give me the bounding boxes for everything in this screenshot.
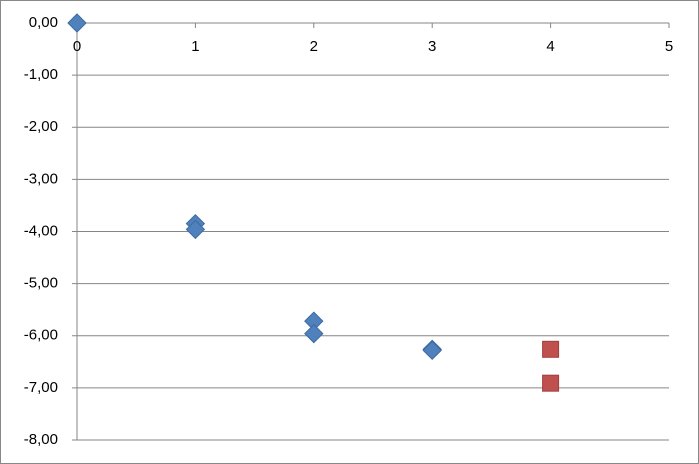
x-tick-label: 1 xyxy=(191,38,199,55)
point xyxy=(67,13,87,33)
y-tick-label: -4,00 xyxy=(24,222,58,239)
x-tick-label: 5 xyxy=(665,38,673,55)
x-tick-label: 4 xyxy=(546,38,554,55)
y-tick-label: -8,00 xyxy=(24,431,58,448)
x-tick-label: 3 xyxy=(428,38,436,55)
point xyxy=(542,340,560,358)
y-tick-label: -1,00 xyxy=(24,66,58,83)
y-tick-label: 0,00 xyxy=(29,14,58,31)
point xyxy=(542,374,560,392)
x-tick-label: 2 xyxy=(310,38,318,55)
point xyxy=(304,323,324,344)
x-tick-label: 0 xyxy=(73,38,81,55)
y-tick-label: -6,00 xyxy=(24,327,58,344)
y-tick-label: -7,00 xyxy=(24,379,58,396)
point xyxy=(185,219,206,240)
point xyxy=(422,340,442,361)
y-tick-label: -2,00 xyxy=(24,118,58,135)
y-tick-label: -3,00 xyxy=(24,170,58,187)
y-tick-label: -5,00 xyxy=(24,275,58,292)
